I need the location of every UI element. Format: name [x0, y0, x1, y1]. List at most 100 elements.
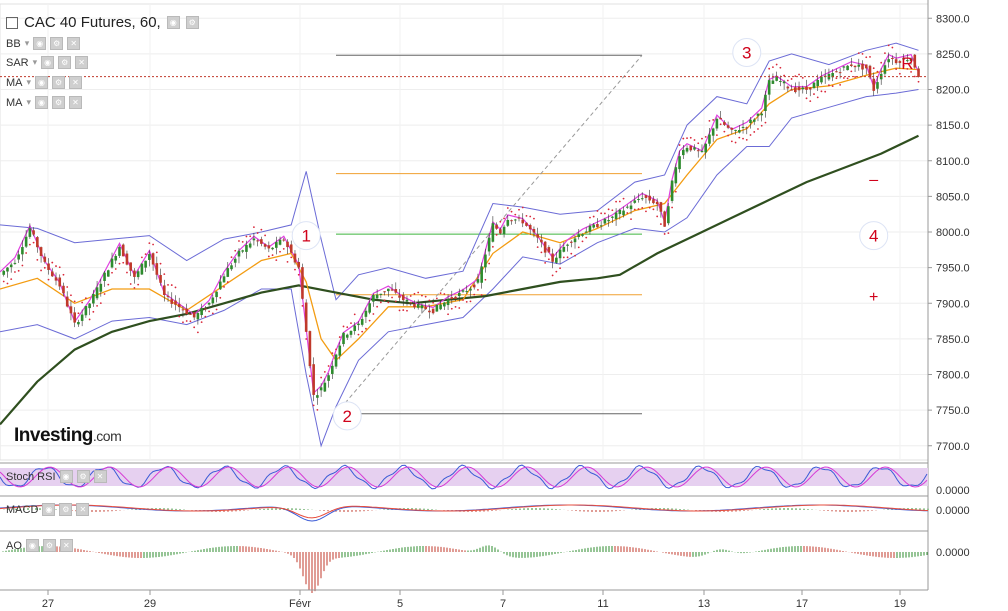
- sar-dot: [727, 134, 730, 137]
- sar-dot: [689, 136, 692, 139]
- indicator-ma-2[interactable]: MA ▾ ◉ ⚙ ✕: [6, 96, 83, 109]
- candle-body: [850, 64, 853, 67]
- candle-body: [775, 76, 778, 81]
- sar-dot: [663, 233, 666, 235]
- visibility-icon[interactable]: ◉: [59, 470, 73, 483]
- settings-icon[interactable]: ⚙: [50, 37, 64, 50]
- candle-body: [9, 264, 13, 268]
- candle-body: [794, 87, 797, 93]
- close-icon[interactable]: ✕: [67, 37, 81, 50]
- sar-dot: [712, 119, 715, 121]
- price-axis[interactable]: 7700.0 7750.0 7800.0 7850.0 7900.0 7950.0 8000…: [927, 0, 970, 590]
- sar-dot: [84, 297, 87, 300]
- visibility-icon[interactable]: ◉: [33, 37, 47, 50]
- settings-icon[interactable]: ⚙: [76, 470, 90, 483]
- subpanel-ao-label[interactable]: AO ◉ ⚙ ✕: [6, 539, 73, 552]
- macd-signal-line: [0, 504, 929, 519]
- indicator-bb[interactable]: BB ▾ ◉ ⚙ ✕: [6, 37, 81, 50]
- candle-body: [331, 365, 334, 374]
- sar-dot: [600, 212, 603, 215]
- subpanel-stoch-label[interactable]: Stoch RSI ◉ ⚙ ✕: [6, 470, 107, 483]
- caret-icon[interactable]: ▾: [26, 77, 32, 87]
- collapse-icon[interactable]: [6, 16, 18, 29]
- trend-line[interactable]: [335, 54, 643, 415]
- candle-body: [711, 128, 715, 136]
- candle-body: [831, 73, 834, 78]
- settings-icon[interactable]: ⚙: [59, 503, 73, 516]
- caret-icon[interactable]: ▾: [24, 38, 30, 48]
- sar-dot: [835, 77, 838, 80]
- settings-icon[interactable]: ⚙: [52, 76, 66, 89]
- candle-body: [121, 244, 125, 257]
- sar-dot: [540, 251, 543, 254]
- sar-dot: [828, 84, 830, 87]
- time-axis[interactable]: 27 29 Févr 5 7 11 13 17 19: [0, 589, 928, 610]
- sar-dot: [421, 294, 423, 297]
- x-tick-label: 17: [796, 598, 808, 610]
- visibility-icon[interactable]: ◉: [35, 76, 49, 89]
- candle-body: [618, 209, 622, 215]
- brand-domain: .com: [92, 428, 122, 444]
- sar-dot: [77, 312, 80, 315]
- chart-title[interactable]: CAC 40 Futures, 60, ◉ ⚙: [6, 14, 199, 31]
- sar-dot: [170, 284, 173, 286]
- candle-body: [685, 147, 689, 152]
- settings-icon[interactable]: ⚙: [42, 539, 56, 552]
- sar-dot: [21, 264, 24, 267]
- indicator-ma-1[interactable]: MA ▾ ◉ ⚙ ✕: [6, 76, 83, 89]
- annotation-label: 3: [742, 43, 751, 62]
- sar-dot: [155, 251, 158, 254]
- sar-dot: [701, 137, 703, 140]
- sar-dot: [144, 253, 147, 256]
- sar-dot: [682, 137, 685, 140]
- sar-dot: [372, 313, 375, 315]
- candle-body: [80, 314, 84, 321]
- close-icon[interactable]: ✕: [76, 503, 90, 516]
- settings-icon[interactable]: ⚙: [58, 56, 72, 69]
- candle-body: [861, 63, 864, 70]
- sar-dot: [693, 139, 696, 141]
- sar-dot: [189, 320, 192, 323]
- subpanel-macd-label[interactable]: MACD ◉ ⚙ ✕: [6, 503, 90, 516]
- close-icon[interactable]: ✕: [69, 76, 83, 89]
- settings-icon[interactable]: ⚙: [185, 16, 199, 29]
- y-tick-label: 7850.0: [936, 334, 970, 346]
- close-icon[interactable]: ✕: [75, 56, 89, 69]
- candle-body: [327, 375, 330, 381]
- sar-dot: [704, 135, 707, 138]
- sar-dot: [204, 315, 207, 318]
- y-tick-label: 8050.0: [936, 191, 970, 203]
- fib-trend-line: [335, 54, 643, 415]
- sar-dot: [477, 288, 479, 291]
- visibility-icon[interactable]: ◉: [35, 96, 49, 109]
- annotations[interactable]: 1 2 3 4 – + R: [291, 37, 913, 431]
- sar-dot: [32, 241, 35, 244]
- caret-icon[interactable]: ▾: [32, 57, 38, 67]
- visibility-icon[interactable]: ◉: [166, 16, 180, 29]
- visibility-icon[interactable]: ◉: [42, 503, 56, 516]
- visibility-icon[interactable]: ◉: [25, 539, 39, 552]
- candle-body: [446, 299, 450, 306]
- indicator-sar[interactable]: SAR ▾ ◉ ⚙ ✕: [6, 56, 89, 69]
- caret-icon[interactable]: ▾: [26, 97, 32, 107]
- candle-body: [502, 226, 506, 235]
- sar-dot: [338, 336, 341, 338]
- candle-body: [543, 241, 547, 253]
- close-icon[interactable]: ✕: [59, 539, 73, 552]
- candle-body: [84, 305, 88, 316]
- sar-dot: [55, 265, 57, 267]
- candle-body: [301, 267, 304, 299]
- candle-body: [779, 81, 782, 83]
- candle-body: [782, 81, 786, 84]
- sar-dot: [786, 79, 789, 82]
- candle-body: [659, 202, 663, 212]
- candle-body: [510, 220, 513, 222]
- candle-body: [719, 117, 722, 120]
- visibility-icon[interactable]: ◉: [41, 56, 55, 69]
- close-icon[interactable]: ✕: [93, 470, 107, 483]
- candle-body: [644, 195, 648, 198]
- sar-dot: [126, 271, 128, 274]
- close-icon[interactable]: ✕: [69, 96, 83, 109]
- settings-icon[interactable]: ⚙: [52, 96, 66, 109]
